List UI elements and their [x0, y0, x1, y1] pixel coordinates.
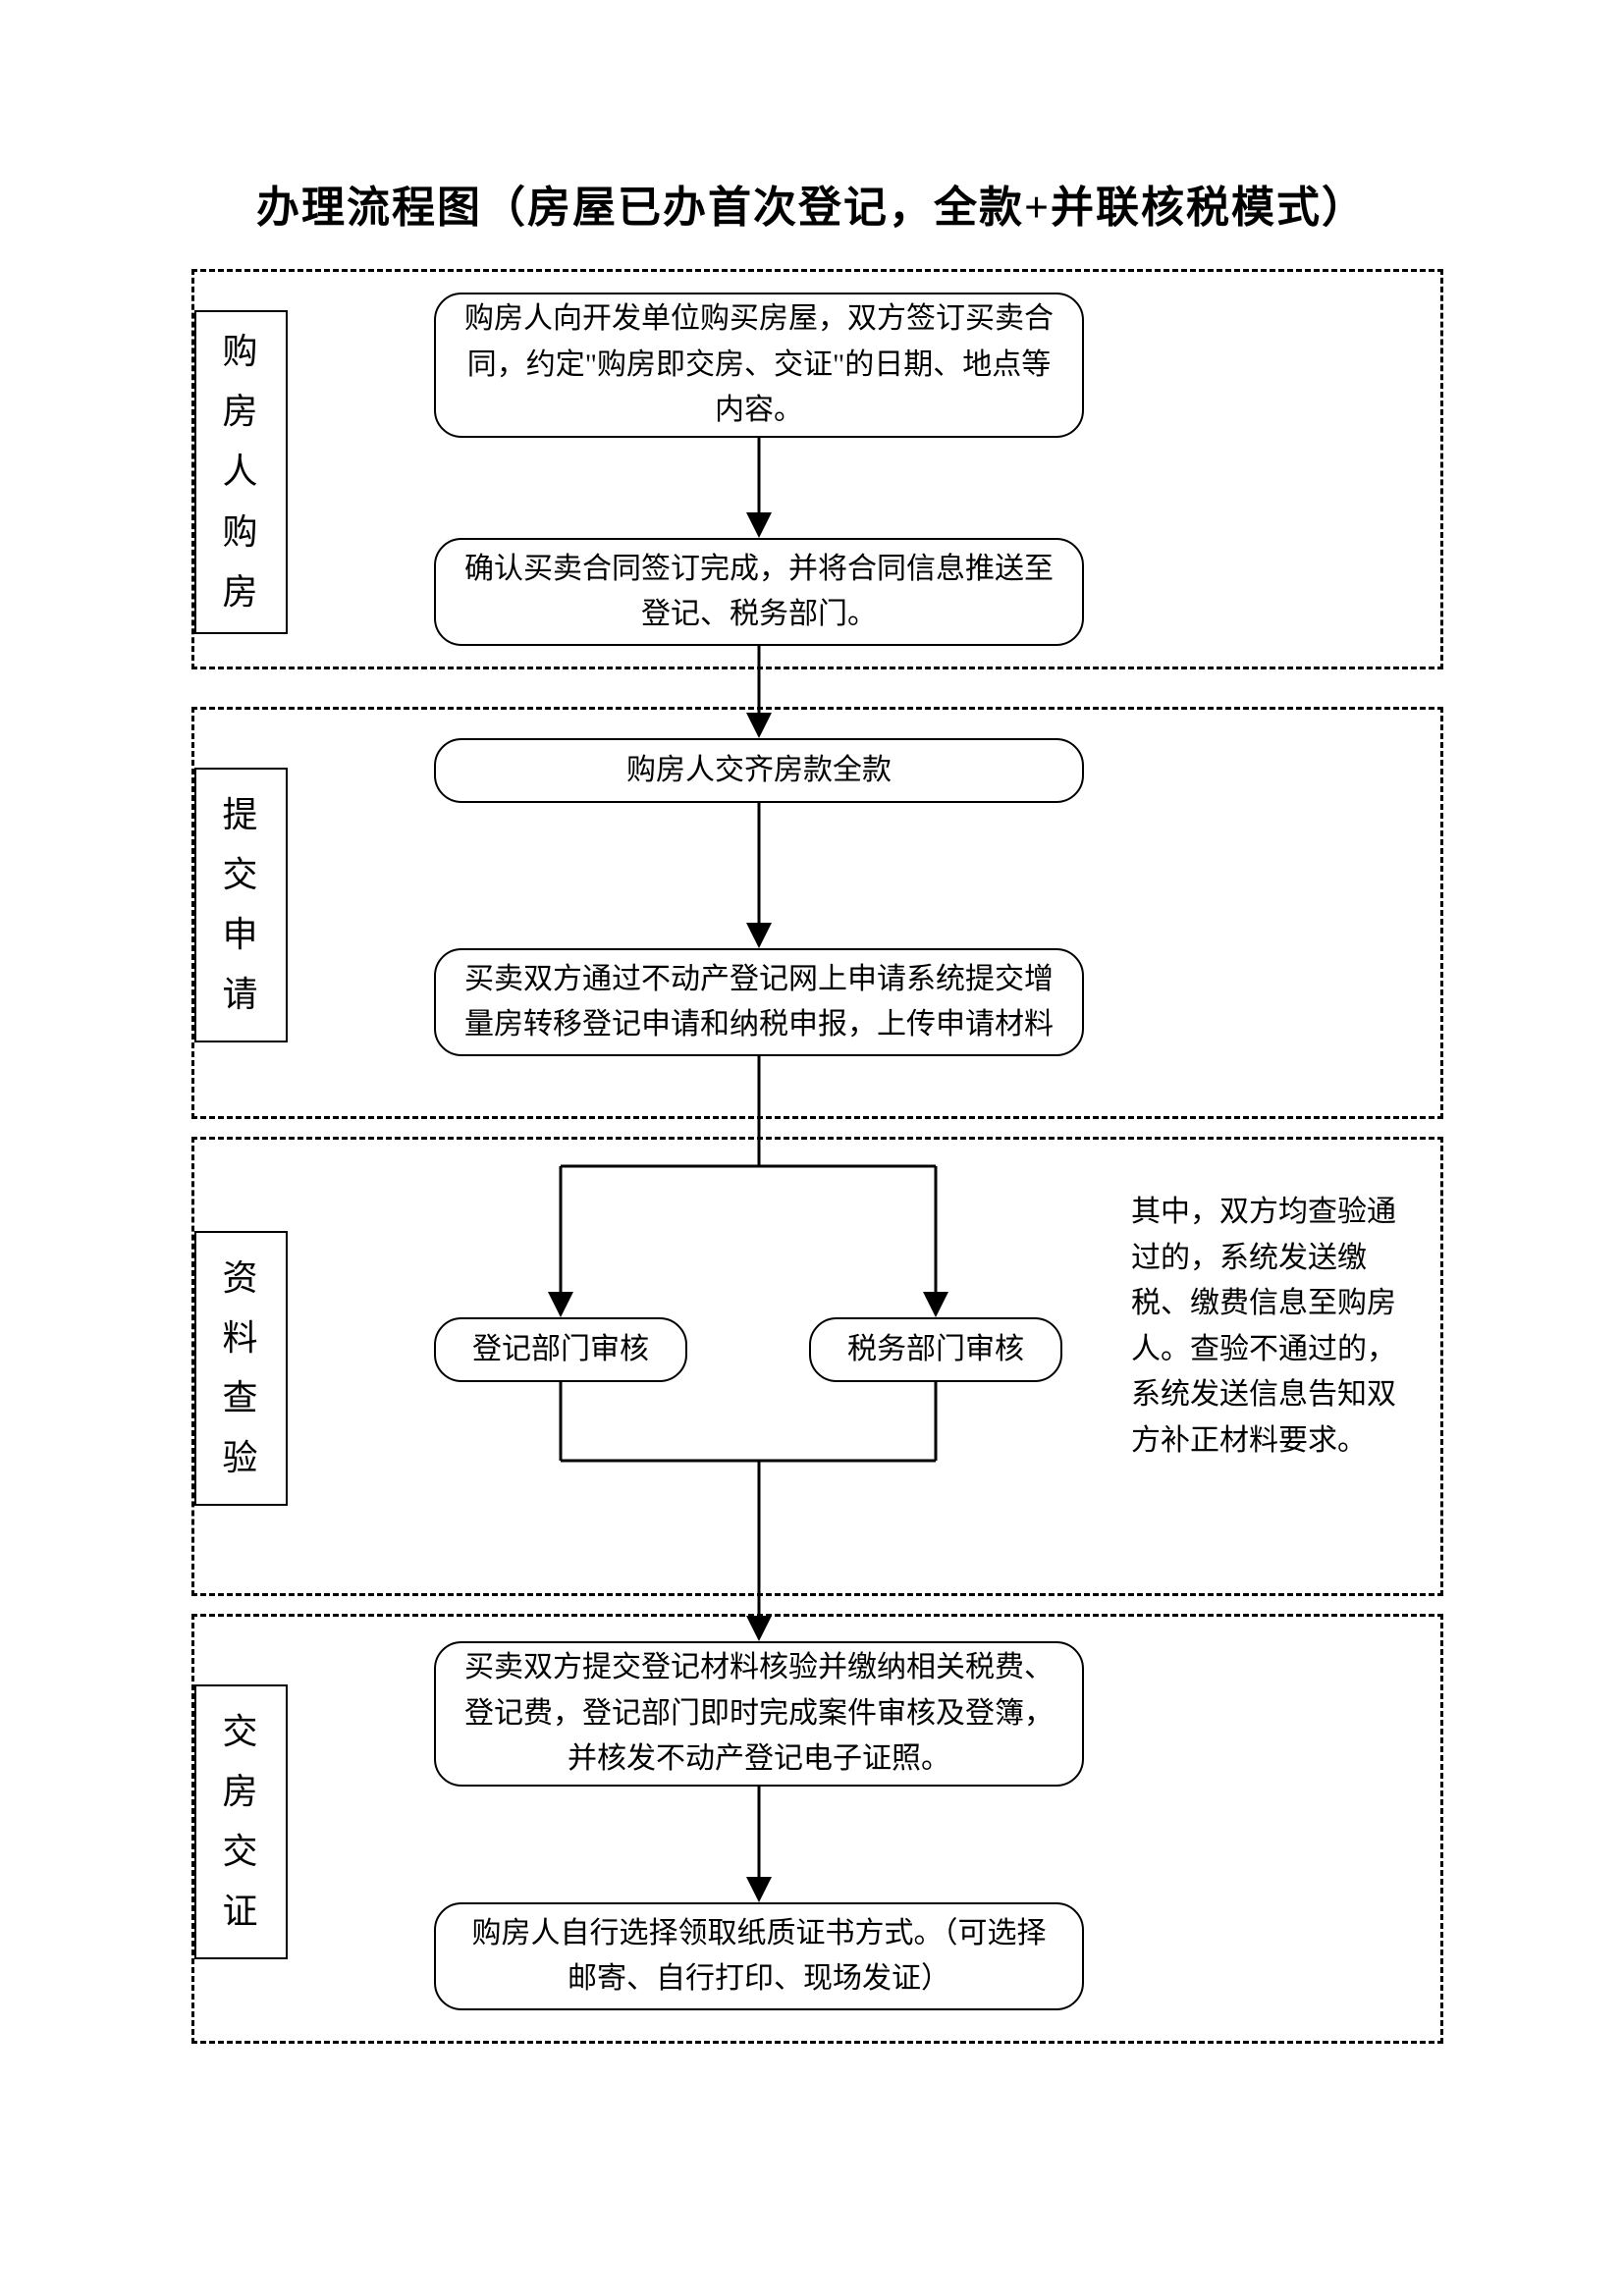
node-n8: 购房人自行选择领取纸质证书方式。（可选择邮寄、自行打印、现场发证） — [434, 1902, 1084, 2010]
node-n7: 买卖双方提交登记材料核验并缴纳相关税费、登记费，登记部门即时完成案件审核及登簿，… — [434, 1641, 1084, 1787]
node-n4: 买卖双方通过不动产登记网上申请系统提交增量房转移登记申请和纳税申报，上传申请材料 — [434, 948, 1084, 1056]
note-1: 其中，双方均查验通过的，系统发送缴税、缴费信息至购房人。查验不通过的，系统发送信… — [1131, 1190, 1406, 1464]
flowchart-page: 办理流程图（房屋已办首次登记，全款+并联核税模式） 购房人购房 提交申请 资料查… — [0, 0, 1623, 2296]
node-n1: 购房人向开发单位购买房屋，双方签订买卖合同，约定"购房即交房、交证"的日期、地点… — [434, 293, 1084, 438]
node-n6: 税务部门审核 — [809, 1317, 1062, 1382]
node-n2: 确认买卖合同签订完成，并将合同信息推送至登记、税务部门。 — [434, 538, 1084, 646]
node-n3: 购房人交齐房款全款 — [434, 738, 1084, 803]
node-n5: 登记部门审核 — [434, 1317, 687, 1382]
